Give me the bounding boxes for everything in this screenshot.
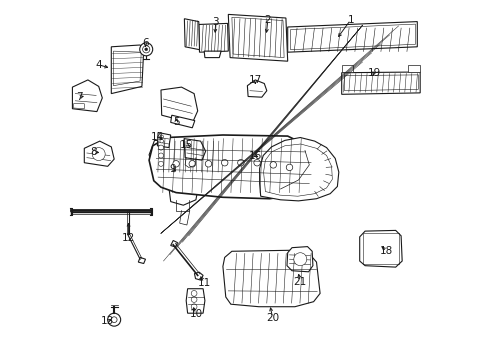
Text: 21: 21 xyxy=(293,276,306,287)
Circle shape xyxy=(189,161,195,167)
Polygon shape xyxy=(341,72,419,94)
Polygon shape xyxy=(84,141,114,166)
Polygon shape xyxy=(170,240,177,247)
Polygon shape xyxy=(359,230,401,267)
Polygon shape xyxy=(286,247,312,272)
Polygon shape xyxy=(259,138,338,201)
Polygon shape xyxy=(138,257,145,264)
Text: 18: 18 xyxy=(379,246,392,256)
Circle shape xyxy=(285,164,292,171)
Text: 6: 6 xyxy=(142,38,148,48)
Text: 15: 15 xyxy=(180,140,193,150)
Text: 7: 7 xyxy=(76,92,83,102)
Circle shape xyxy=(158,153,163,158)
Text: 17: 17 xyxy=(248,75,262,85)
Polygon shape xyxy=(184,19,199,50)
Text: 19: 19 xyxy=(366,68,380,78)
Text: 12: 12 xyxy=(122,233,135,243)
Polygon shape xyxy=(161,87,197,123)
Polygon shape xyxy=(223,250,320,307)
Text: 5: 5 xyxy=(172,117,179,127)
Text: 14: 14 xyxy=(150,132,163,142)
Polygon shape xyxy=(170,115,194,128)
Text: 20: 20 xyxy=(265,312,279,323)
Polygon shape xyxy=(111,45,143,94)
Polygon shape xyxy=(72,80,102,112)
Circle shape xyxy=(221,159,227,166)
Text: 2: 2 xyxy=(264,15,271,25)
Text: 3: 3 xyxy=(212,17,219,27)
Circle shape xyxy=(293,253,306,266)
Circle shape xyxy=(253,159,260,166)
Circle shape xyxy=(158,161,163,166)
Polygon shape xyxy=(149,140,223,181)
Circle shape xyxy=(92,148,105,161)
Text: 9: 9 xyxy=(169,164,176,174)
Text: 13: 13 xyxy=(101,316,114,326)
Polygon shape xyxy=(199,23,228,52)
Polygon shape xyxy=(204,51,221,58)
Polygon shape xyxy=(341,65,352,72)
Polygon shape xyxy=(247,80,266,97)
Circle shape xyxy=(144,48,147,51)
Text: 11: 11 xyxy=(197,278,210,288)
Text: 4: 4 xyxy=(95,60,102,70)
Polygon shape xyxy=(168,180,199,205)
Polygon shape xyxy=(149,135,314,199)
Circle shape xyxy=(191,291,197,296)
Circle shape xyxy=(107,313,121,326)
Circle shape xyxy=(172,161,179,167)
Circle shape xyxy=(237,159,244,166)
Circle shape xyxy=(269,162,276,168)
Polygon shape xyxy=(186,289,204,313)
Text: 1: 1 xyxy=(346,15,353,25)
Circle shape xyxy=(160,135,163,139)
Polygon shape xyxy=(287,22,416,52)
Circle shape xyxy=(191,297,197,302)
Polygon shape xyxy=(228,14,287,61)
Text: 8: 8 xyxy=(90,147,97,157)
Text: 10: 10 xyxy=(189,309,202,319)
Circle shape xyxy=(205,161,211,167)
Polygon shape xyxy=(407,65,419,72)
Circle shape xyxy=(140,43,152,56)
Circle shape xyxy=(142,46,149,53)
Circle shape xyxy=(160,139,163,143)
Polygon shape xyxy=(157,132,170,148)
Text: 16: 16 xyxy=(248,150,262,161)
Polygon shape xyxy=(183,139,205,160)
Polygon shape xyxy=(194,272,203,280)
Polygon shape xyxy=(73,104,84,109)
Circle shape xyxy=(158,145,163,150)
Circle shape xyxy=(111,317,117,323)
Circle shape xyxy=(191,304,197,310)
